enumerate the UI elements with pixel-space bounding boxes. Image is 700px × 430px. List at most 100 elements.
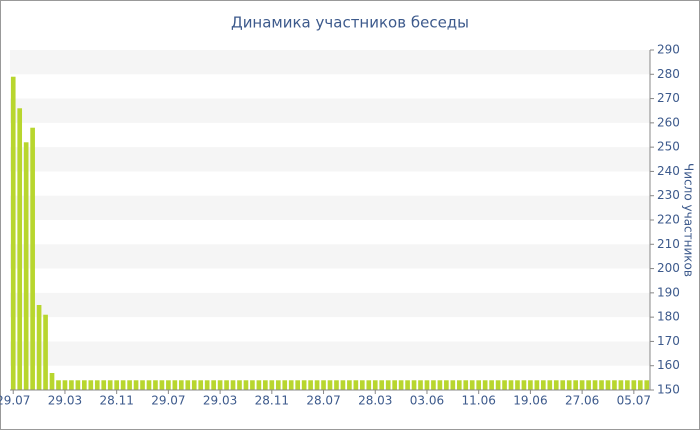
bar (560, 380, 566, 390)
bar (482, 380, 488, 390)
bar (359, 380, 365, 390)
grid-band (10, 98, 650, 123)
grid-band (10, 292, 650, 318)
chart-title: Динамика участников беседы (231, 14, 469, 32)
bar (321, 380, 326, 390)
bar (547, 380, 553, 390)
x-tick-label: 29.03 (203, 394, 237, 408)
bar (411, 380, 417, 390)
bar (618, 380, 624, 390)
bar (114, 380, 119, 390)
bar (295, 380, 301, 390)
bar (450, 380, 456, 390)
bar (166, 380, 171, 390)
bar (153, 380, 158, 390)
bar (444, 380, 449, 390)
bar (133, 380, 139, 390)
bar (36, 305, 42, 390)
y-tick-label: 290 (657, 43, 680, 57)
bar (353, 380, 359, 390)
grid-band (10, 147, 650, 172)
bar (217, 380, 223, 390)
x-tick-label: 28.11 (255, 394, 289, 408)
grid-band (10, 244, 650, 269)
bar (612, 380, 617, 390)
bar (437, 380, 443, 390)
bar (243, 380, 249, 390)
bar (17, 108, 23, 391)
bar (521, 380, 527, 390)
bar (75, 380, 81, 390)
bar (140, 380, 145, 390)
bar (191, 380, 197, 390)
bar (392, 380, 397, 390)
bar (476, 380, 482, 390)
bar (592, 380, 598, 390)
bar (269, 380, 275, 390)
bar (553, 380, 559, 390)
bar (56, 380, 61, 390)
bar (275, 380, 281, 390)
bar (43, 314, 48, 390)
bar (314, 380, 320, 390)
bar (515, 380, 520, 390)
bar (250, 380, 255, 390)
bar (463, 380, 469, 390)
bar (94, 380, 100, 390)
bar (405, 380, 410, 390)
bar (308, 380, 313, 390)
y-tick-label: 170 (657, 334, 680, 348)
bar (237, 380, 242, 390)
bar (340, 380, 346, 390)
y-tick-label: 190 (657, 285, 680, 299)
grid-band (10, 341, 650, 366)
y-tick-label: 160 (657, 358, 680, 372)
bar (398, 380, 404, 390)
x-tick-label: 29.07 (0, 394, 30, 408)
bar (528, 380, 533, 390)
x-tick-label: 29.07 (151, 394, 185, 408)
bar (101, 380, 107, 390)
x-tick-label: 27.06 (565, 394, 599, 408)
y-tick-label: 230 (657, 188, 680, 202)
bar (204, 380, 210, 390)
bar (644, 380, 650, 390)
y-tick-label: 260 (657, 115, 680, 129)
bar (327, 380, 333, 390)
bar (49, 373, 55, 390)
x-tick-label: 11.06 (462, 394, 496, 408)
y-tick-label: 150 (657, 383, 680, 397)
bar (424, 380, 430, 390)
bar (418, 380, 423, 390)
bar (566, 380, 572, 390)
x-tick-label: 05.07 (617, 394, 651, 408)
grid-band (10, 50, 650, 75)
bar (62, 380, 68, 390)
y-tick-label: 200 (657, 261, 680, 275)
bar (573, 380, 578, 390)
bar (288, 380, 294, 390)
bar (637, 380, 643, 390)
y-tick-label: 270 (657, 91, 680, 105)
bar (120, 380, 126, 390)
y-tick-label: 280 (657, 67, 680, 81)
bar (69, 380, 74, 390)
y-axis-label: Число участников (682, 163, 696, 277)
bar (230, 380, 236, 390)
x-tick-label: 28.07 (306, 394, 340, 408)
bar (502, 380, 507, 390)
x-tick-label: 28.03 (358, 394, 392, 408)
x-tick-label: 29.03 (48, 394, 82, 408)
bar (301, 380, 307, 390)
bar (23, 142, 29, 390)
bar (88, 380, 94, 390)
bar (541, 380, 546, 390)
y-tick-label: 250 (657, 140, 680, 154)
y-tick-label: 210 (657, 237, 680, 251)
bar (172, 380, 178, 390)
bar (211, 380, 216, 390)
bar (282, 380, 288, 390)
bar (347, 380, 352, 390)
